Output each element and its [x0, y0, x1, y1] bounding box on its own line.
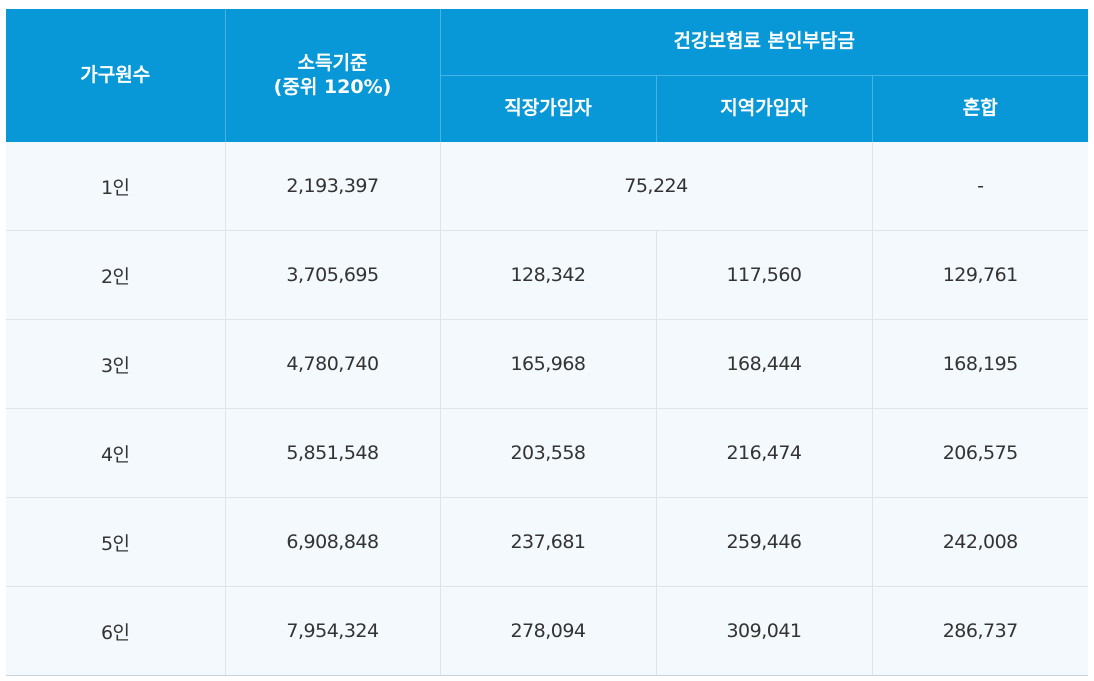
table-body: 1인 2,193,397 75,224 - 2인 3,705,695 128,3… — [6, 142, 1088, 676]
cell-household: 2인 — [6, 230, 226, 320]
premium-table-container: 가구원수 소득기준 (중위 120%) 건강보험료 본인부담금 직장가입자 지역… — [6, 9, 1088, 676]
header-employee: 직장가입자 — [440, 75, 657, 142]
cell-household: 5인 — [6, 497, 226, 587]
cell-regional: 259,446 — [656, 497, 873, 587]
cell-mixed: 286,737 — [872, 586, 1088, 676]
header-premium-group: 건강보험료 본인부담금 — [440, 9, 1088, 76]
cell-household: 4인 — [6, 408, 226, 498]
health-insurance-premium-table: 가구원수 소득기준 (중위 120%) 건강보험료 본인부담금 직장가입자 지역… — [6, 9, 1088, 676]
table-row: 4인 5,851,548 203,558 216,474 206,575 — [6, 408, 1088, 498]
cell-household: 3인 — [6, 319, 226, 409]
cell-income: 7,954,324 — [225, 586, 441, 676]
cell-mixed: 129,761 — [872, 230, 1088, 320]
cell-income: 6,908,848 — [225, 497, 441, 587]
table-row: 6인 7,954,324 278,094 309,041 286,737 — [6, 586, 1088, 676]
cell-household: 1인 — [6, 142, 226, 231]
table-header: 가구원수 소득기준 (중위 120%) 건강보험료 본인부담금 직장가입자 지역… — [6, 9, 1088, 142]
table-row: 5인 6,908,848 237,681 259,446 242,008 — [6, 497, 1088, 587]
cell-income: 3,705,695 — [225, 230, 441, 320]
header-regional: 지역가입자 — [656, 75, 873, 142]
cell-mixed: - — [872, 142, 1088, 231]
cell-employee: 165,968 — [440, 319, 657, 409]
cell-regional: 117,560 — [656, 230, 873, 320]
cell-income: 4,780,740 — [225, 319, 441, 409]
cell-income: 2,193,397 — [225, 142, 441, 231]
cell-employee: 237,681 — [440, 497, 657, 587]
cell-mixed: 242,008 — [872, 497, 1088, 587]
cell-regional: 216,474 — [656, 408, 873, 498]
header-income-line1: 소득기준 — [297, 51, 368, 74]
cell-household: 6인 — [6, 586, 226, 676]
header-mixed: 혼합 — [872, 75, 1088, 142]
cell-mixed: 168,195 — [872, 319, 1088, 409]
cell-income: 5,851,548 — [225, 408, 441, 498]
header-income-line2: (중위 120%) — [273, 75, 392, 98]
cell-regional: 168,444 — [656, 319, 873, 409]
cell-employee: 203,558 — [440, 408, 657, 498]
header-household: 가구원수 — [6, 9, 226, 142]
cell-employee: 128,342 — [440, 230, 657, 320]
cell-regional: 309,041 — [656, 586, 873, 676]
header-income: 소득기준 (중위 120%) — [225, 9, 441, 142]
cell-mixed: 206,575 — [872, 408, 1088, 498]
table-row: 1인 2,193,397 75,224 - — [6, 142, 1088, 231]
cell-employee: 278,094 — [440, 586, 657, 676]
table-row: 3인 4,780,740 165,968 168,444 168,195 — [6, 319, 1088, 409]
table-row: 2인 3,705,695 128,342 117,560 129,761 — [6, 230, 1088, 320]
cell-employee-regional-merged: 75,224 — [440, 142, 873, 231]
